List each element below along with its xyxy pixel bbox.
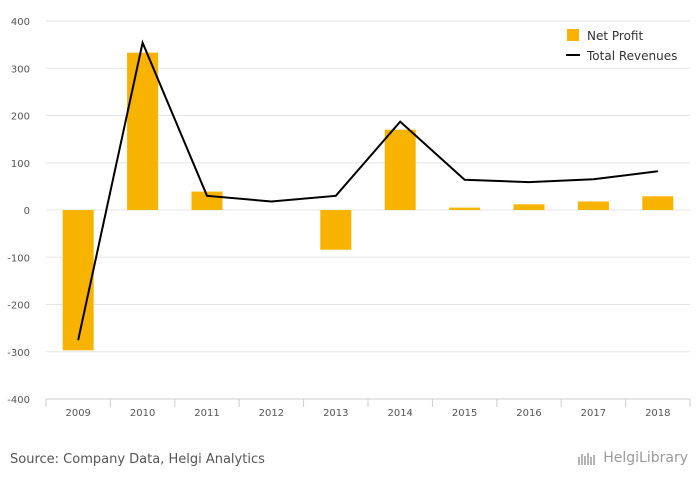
source-note: Source: Company Data, Helgi Analytics bbox=[10, 452, 265, 467]
y-tick-label: -100 bbox=[7, 253, 30, 264]
point-total-revenues-2014 bbox=[399, 121, 401, 123]
brand-name: HelgiLibrary bbox=[603, 450, 688, 466]
net-profit-bars bbox=[62, 52, 674, 351]
x-tick-label: 2013 bbox=[323, 408, 348, 419]
point-total-revenues-2009 bbox=[77, 339, 79, 341]
legend-label-total-revenues: Total Revenues bbox=[586, 49, 677, 63]
y-tick-label: 200 bbox=[11, 112, 30, 123]
y-axis-ticks: 400 300 200 100 0 -100 -200 -300 -400 bbox=[7, 17, 30, 406]
point-total-revenues-2015 bbox=[464, 179, 466, 181]
x-tick-label: 2018 bbox=[645, 408, 670, 419]
bar-net-profit-2017 bbox=[577, 201, 609, 210]
x-tick-label: 2017 bbox=[581, 408, 606, 419]
library-icon bbox=[578, 453, 596, 465]
legend-label-net-profit: Net Profit bbox=[587, 29, 643, 43]
y-tick-label: -300 bbox=[7, 348, 30, 359]
point-total-revenues-2010 bbox=[142, 42, 144, 44]
x-tick-label: 2010 bbox=[130, 408, 155, 419]
x-tick-label: 2015 bbox=[452, 408, 477, 419]
x-tick-label: 2014 bbox=[387, 408, 412, 419]
y-tick-label: -200 bbox=[7, 301, 30, 312]
point-total-revenues-2016 bbox=[528, 181, 530, 183]
legend-swatch-net-profit bbox=[567, 29, 579, 41]
x-tick-label: 2016 bbox=[516, 408, 541, 419]
y-tick-label: -400 bbox=[7, 395, 30, 406]
y-tick-label: 100 bbox=[11, 159, 30, 170]
y-tick-label: 400 bbox=[11, 17, 30, 28]
bar-net-profit-2010 bbox=[127, 52, 159, 210]
bar-net-profit-2013 bbox=[320, 210, 352, 250]
x-axis: 2009 2010 2011 2012 2013 2014 2015 2016 2017 2018 bbox=[45, 398, 691, 419]
line-total-revenues bbox=[77, 39, 658, 341]
y-tick-label: 0 bbox=[24, 206, 30, 217]
total-revenues-line bbox=[77, 39, 659, 341]
bar-net-profit-2009 bbox=[62, 210, 94, 351]
x-tick-label: 2009 bbox=[65, 408, 90, 419]
x-tick-label: 2011 bbox=[194, 408, 219, 419]
y-tick-label: 300 bbox=[11, 64, 30, 75]
brand-logo: HelgiLibrary bbox=[577, 450, 688, 466]
bar-net-profit-2018 bbox=[642, 196, 674, 210]
x-tick-label: 2012 bbox=[259, 408, 284, 419]
point-total-revenues-2018 bbox=[657, 170, 659, 172]
point-total-revenues-2011 bbox=[206, 195, 208, 197]
point-total-revenues-2017 bbox=[592, 178, 594, 180]
bar-net-profit-2016 bbox=[513, 204, 545, 210]
bar-net-profit-2014 bbox=[384, 129, 416, 210]
bar-net-profit-2015 bbox=[449, 207, 481, 210]
point-total-revenues-2012 bbox=[270, 200, 272, 202]
legend: Net Profit Total Revenues bbox=[566, 29, 677, 63]
point-total-revenues-2013 bbox=[335, 195, 337, 197]
